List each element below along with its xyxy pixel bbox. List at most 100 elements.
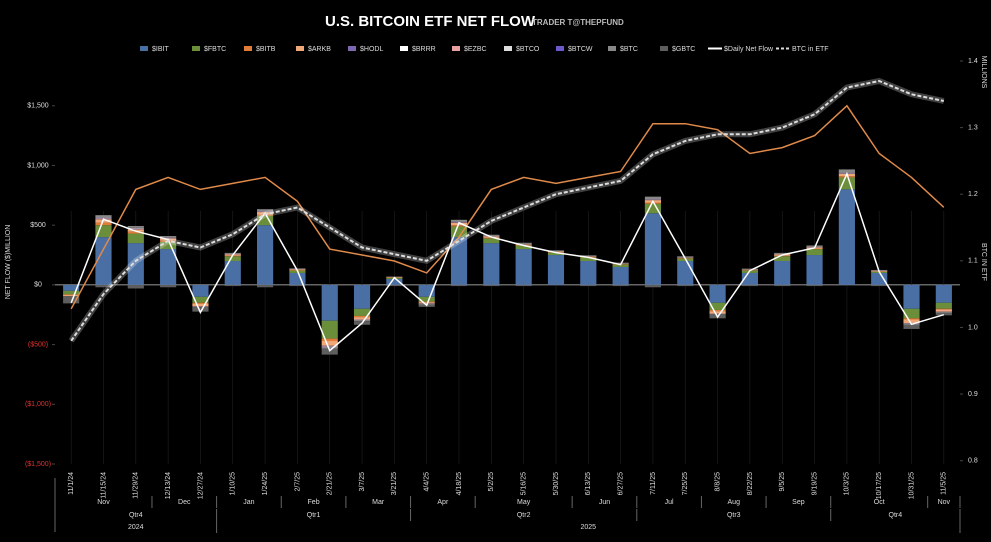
legend-label: $EZBC (464, 46, 487, 53)
legend-swatch (660, 46, 668, 51)
bar (257, 225, 274, 285)
quarter-label: Qtr1 (307, 512, 321, 519)
bar (95, 237, 112, 285)
bar (127, 231, 144, 234)
month-label: Nov (938, 499, 951, 506)
x-tick-label: 12/13/24 (165, 472, 172, 499)
bar (386, 278, 403, 285)
bar (289, 268, 306, 270)
bar (95, 222, 112, 226)
bar (127, 226, 144, 228)
bar (257, 209, 274, 211)
bar (224, 284, 241, 287)
bar (160, 236, 177, 238)
y-tick-label: $1,000 (27, 162, 49, 169)
x-tick-label: 5/16/25 (521, 472, 528, 495)
bar (903, 318, 920, 320)
bar (192, 302, 209, 304)
bar (95, 284, 112, 288)
x-tick-label: 9/5/25 (779, 472, 786, 492)
bar (450, 284, 468, 287)
month-label: Jun (599, 499, 610, 506)
bar (838, 169, 855, 173)
bar (321, 345, 338, 347)
bar (160, 284, 177, 288)
bar (741, 284, 758, 287)
legend-swatch (296, 46, 304, 51)
bar (192, 284, 209, 297)
bar (353, 284, 371, 309)
bar (580, 257, 597, 262)
bar (871, 272, 888, 285)
bar (321, 347, 338, 349)
bar (483, 243, 500, 285)
chart-subtitle: TRADER T@THEPFUND (532, 18, 624, 27)
bar (677, 256, 694, 258)
bar (935, 309, 952, 312)
x-tick-label: 8/22/25 (747, 472, 754, 495)
bar (192, 284, 209, 285)
x-tick-label: 6/27/25 (617, 472, 624, 495)
bar (483, 238, 500, 244)
year-label: 2024 (128, 524, 144, 531)
bar (838, 284, 855, 286)
bar (547, 251, 565, 253)
y2-tick-label: 1.0 (968, 324, 978, 331)
bar (515, 249, 532, 285)
month-label: Jan (243, 499, 254, 506)
x-tick-label: 7/11/25 (650, 472, 657, 495)
bar (709, 284, 726, 303)
bar (321, 341, 338, 346)
bar (903, 308, 920, 319)
x-tick-label: 11/15/24 (100, 472, 107, 499)
quarter-label: Qtr4 (129, 512, 143, 519)
bar (353, 320, 371, 322)
x-tick-label: 10/17/25 (876, 472, 883, 499)
month-label: Feb (308, 499, 320, 506)
bar (806, 249, 823, 256)
legend-label: $IBIT (152, 46, 169, 53)
bar (741, 268, 758, 270)
legend-swatch (192, 46, 200, 51)
bar (127, 243, 144, 285)
bar (741, 272, 758, 285)
bar (774, 255, 791, 257)
bar (903, 284, 920, 309)
bar (709, 314, 726, 315)
bar (580, 261, 597, 285)
bar (192, 306, 209, 312)
x-tick-label: 5/30/25 (553, 472, 560, 495)
x-tick-label: 1/24/25 (262, 472, 269, 495)
x-tick-label: 3/7/25 (359, 472, 366, 492)
legend-swatch (452, 46, 460, 51)
bar (612, 266, 629, 285)
bar (806, 284, 823, 287)
bar (127, 233, 144, 244)
y-tick-label: $0 (34, 282, 42, 289)
legend-swatch (504, 46, 512, 51)
bar (677, 284, 694, 287)
bar (935, 308, 952, 310)
y2-tick-label: 1.3 (968, 124, 978, 131)
bar (903, 319, 920, 324)
legend-label: $BTCO (516, 46, 540, 53)
bar (257, 215, 274, 226)
bar (418, 296, 435, 302)
bar (935, 312, 952, 313)
bar (547, 252, 565, 256)
x-tick-label: 11/5/25 (941, 472, 948, 495)
y-tick-label: ($1,000) (25, 401, 51, 408)
bar (644, 203, 662, 214)
bar (321, 348, 338, 355)
bar (838, 189, 855, 285)
bar (806, 245, 823, 247)
y-tick-label: $500 (30, 222, 46, 229)
month-label: Apr (437, 499, 449, 506)
bar (515, 284, 532, 287)
legend-label: BTC in ETF (792, 46, 829, 53)
bar (935, 284, 952, 303)
bar (806, 248, 823, 250)
bar (709, 311, 726, 314)
legend-label: $HODL (360, 46, 383, 53)
x-tick-label: 10/3/25 (844, 472, 851, 495)
